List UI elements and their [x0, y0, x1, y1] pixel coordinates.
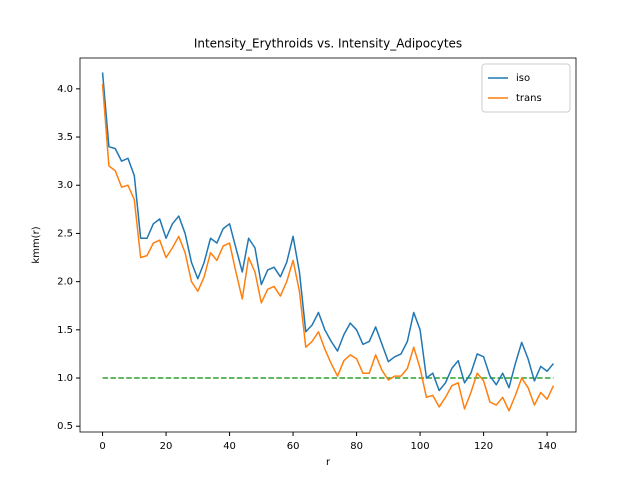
- legend-label: iso: [516, 73, 530, 84]
- y-tick-label: 4.0: [57, 84, 73, 95]
- y-tick-label: 3.0: [57, 180, 73, 191]
- x-tick-label: 100: [411, 441, 430, 452]
- x-tick-label: 140: [538, 441, 557, 452]
- x-axis-label: r: [326, 457, 331, 468]
- x-tick-label: 60: [287, 441, 300, 452]
- x-tick-label: 20: [160, 441, 173, 452]
- legend-label: trans: [516, 93, 542, 104]
- chart-title: Intensity_Erythroids vs. Intensity_Adipo…: [194, 37, 462, 51]
- y-tick-label: 1.0: [57, 373, 73, 384]
- y-axis-label: kmm(r): [31, 226, 42, 263]
- y-tick-label: 2.0: [57, 277, 73, 288]
- y-tick-label: 3.5: [57, 132, 73, 143]
- y-tick-label: 2.5: [57, 228, 73, 239]
- y-tick-label: 0.5: [57, 421, 73, 432]
- axes-frame: [79, 57, 577, 433]
- legend-box: [481, 63, 571, 113]
- x-tick-label: 120: [474, 441, 493, 452]
- x-tick-label: 40: [223, 441, 236, 452]
- series-line: [101, 83, 555, 412]
- y-tick-label: 1.5: [57, 325, 73, 336]
- x-tick-label: 0: [99, 441, 105, 452]
- series-line: [101, 72, 555, 392]
- x-tick-label: 80: [350, 441, 363, 452]
